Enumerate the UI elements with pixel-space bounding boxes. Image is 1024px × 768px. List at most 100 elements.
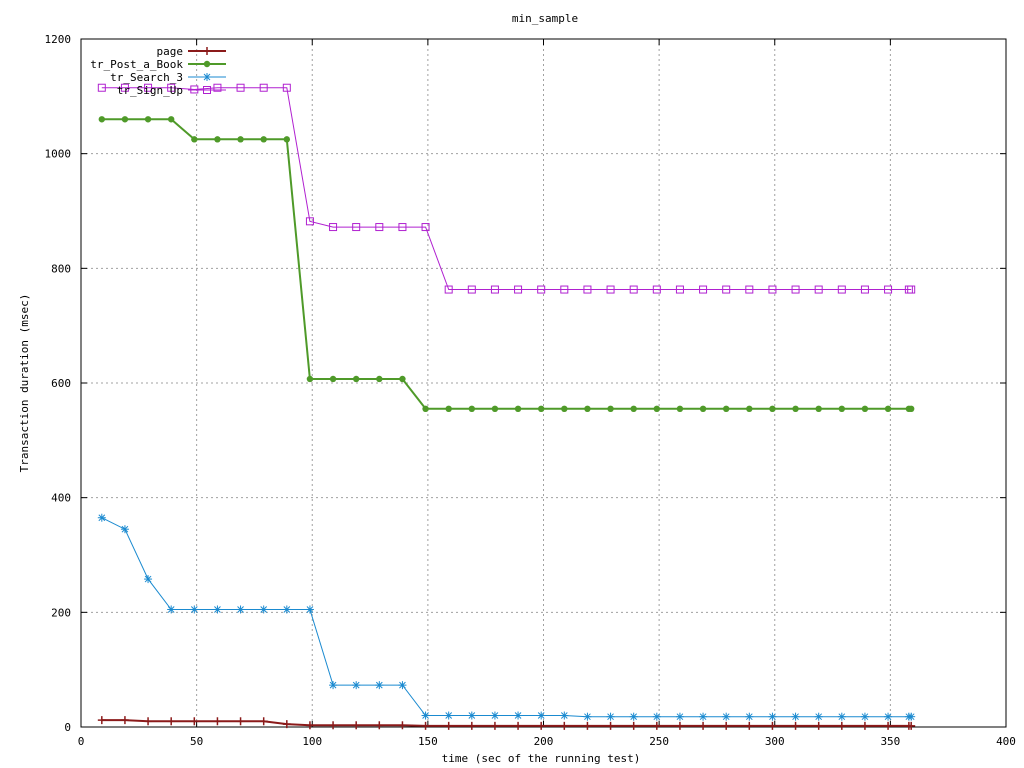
- data-point: [560, 285, 569, 294]
- data-point: [213, 605, 222, 614]
- x-tick-label: 50: [190, 735, 203, 748]
- data-point: [329, 223, 338, 232]
- data-point: [467, 711, 476, 720]
- data-point: [352, 681, 361, 690]
- data-point: [514, 285, 523, 294]
- data-point: [722, 721, 731, 730]
- data-point: [214, 136, 221, 143]
- x-tick-label: 100: [302, 735, 322, 748]
- data-point: [283, 136, 291, 143]
- data-point: [305, 605, 314, 614]
- data-point: [398, 681, 407, 690]
- legend-label: tr_Post_a_Book: [90, 58, 183, 71]
- data-point: [375, 223, 384, 232]
- data-point: [467, 285, 476, 294]
- data-point: [560, 721, 569, 730]
- y-tick-label: 200: [51, 606, 71, 619]
- data-point: [583, 712, 592, 721]
- data-point: [699, 405, 707, 412]
- data-point: [653, 405, 661, 412]
- data-point: [837, 285, 846, 294]
- data-point: [421, 721, 430, 730]
- data-point: [699, 285, 708, 294]
- data-point: [305, 217, 314, 226]
- data-point: [769, 405, 776, 412]
- series-line: [101, 517, 912, 718]
- data-point: [444, 711, 453, 720]
- data-point: [260, 136, 267, 143]
- data-point: [652, 712, 661, 721]
- data-point: [699, 712, 708, 721]
- data-point: [399, 375, 406, 383]
- data-point: [537, 711, 546, 720]
- data-point: [514, 405, 522, 412]
- data-point: [838, 405, 846, 412]
- data-point: [467, 721, 476, 730]
- x-tick-label: 250: [649, 735, 669, 748]
- data-point: [791, 285, 800, 294]
- data-point: [745, 285, 754, 294]
- data-point: [537, 285, 546, 294]
- data-point: [282, 83, 291, 92]
- legend-swatch-marker: [203, 47, 211, 55]
- data-point: [606, 721, 615, 730]
- data-point: [398, 223, 407, 232]
- data-point: [629, 721, 638, 730]
- data-point: [837, 721, 846, 730]
- data-point: [768, 721, 777, 730]
- data-point: [560, 711, 569, 720]
- x-tick-label: 300: [765, 735, 785, 748]
- data-point: [537, 721, 546, 730]
- data-point: [167, 605, 176, 614]
- data-point: [860, 285, 869, 294]
- data-point: [768, 285, 777, 294]
- data-point: [444, 285, 453, 294]
- data-point: [97, 513, 106, 522]
- x-tick-label: 200: [534, 735, 554, 748]
- data-point: [144, 116, 152, 123]
- data-point: [376, 375, 383, 383]
- data-point: [676, 405, 684, 412]
- y-tick-label: 1000: [45, 148, 72, 161]
- data-point: [120, 525, 129, 534]
- data-point: [468, 405, 476, 412]
- data-point: [907, 285, 916, 294]
- data-point: [768, 712, 777, 721]
- data-point: [722, 405, 730, 412]
- data-point: [352, 223, 361, 232]
- data-point: [630, 405, 637, 412]
- y-tick-label: 400: [51, 492, 71, 505]
- series-line: [101, 719, 912, 727]
- data-point: [814, 285, 823, 294]
- data-point: [675, 721, 684, 730]
- data-point: [213, 717, 222, 726]
- data-point: [675, 712, 684, 721]
- data-point: [190, 605, 199, 614]
- legend-label: page: [157, 45, 184, 58]
- data-point: [814, 721, 823, 730]
- data-point: [213, 83, 222, 92]
- data-point: [791, 712, 800, 721]
- data-point: [444, 721, 453, 730]
- data-point: [120, 716, 129, 725]
- series-line: [101, 87, 912, 290]
- data-point: [398, 721, 407, 730]
- data-point: [144, 575, 153, 584]
- data-point: [421, 711, 430, 720]
- data-point: [814, 712, 823, 721]
- legend-swatch-marker: [203, 73, 211, 81]
- legend-item: tr_Sign_Up: [117, 84, 226, 97]
- data-point: [490, 285, 499, 294]
- x-tick-label: 400: [996, 735, 1016, 748]
- data-point: [375, 681, 384, 690]
- data-point: [422, 405, 429, 412]
- data-point: [907, 405, 915, 412]
- axis-ticks: 0 200 400 600 800 1000 1200 0 50 100 150 200 250 300 3…: [45, 33, 1016, 748]
- data-point: [583, 285, 592, 294]
- data-point: [352, 721, 361, 730]
- x-tick-label: 0: [78, 735, 85, 748]
- data-point: [583, 721, 592, 730]
- data-point: [305, 721, 314, 730]
- data-point: [120, 83, 129, 92]
